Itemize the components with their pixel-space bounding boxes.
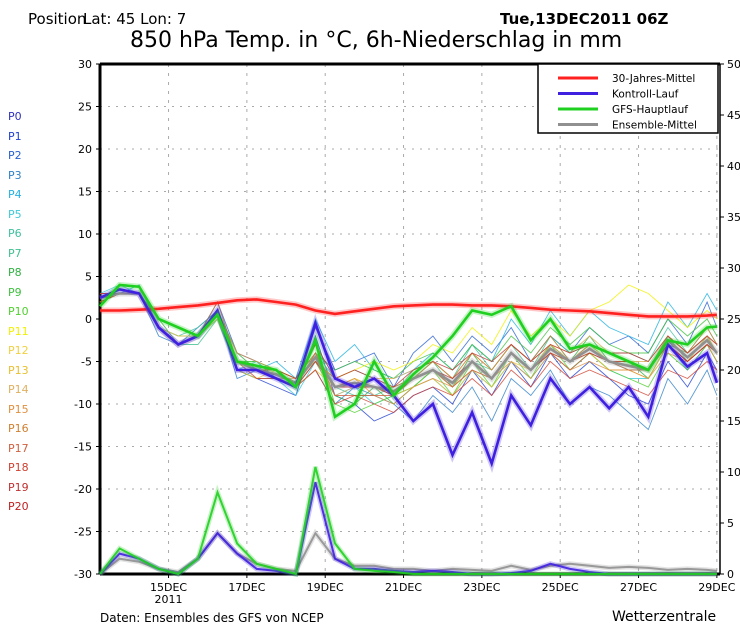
- member-label-p20: P20: [8, 500, 29, 513]
- x-tick-label: 19DEC: [307, 581, 344, 594]
- member-label-p16: P16: [8, 422, 29, 435]
- location-label: Lat: 45 Lon: 7: [83, 10, 187, 28]
- legend: 30-Jahres-Mittel Kontroll-Lauf GFS-Hauptla…: [537, 63, 719, 134]
- member-label-p9: P9: [8, 285, 22, 299]
- grid: [100, 64, 720, 574]
- member-label-p4: P4: [8, 188, 22, 201]
- member-label-p17: P17: [8, 441, 29, 455]
- y2-tick-label: 50: [727, 58, 740, 71]
- temp-line-2: [99, 283, 718, 419]
- y-tick-label: 10: [78, 228, 92, 241]
- x-tick-label: 21DEC: [385, 581, 422, 594]
- x-tick-label: 23DEC: [463, 581, 500, 594]
- y2-tick-label: 15: [727, 415, 740, 428]
- member-label-p1: P1: [8, 129, 22, 143]
- y-tick-label: -5: [81, 356, 92, 369]
- x-tick-label: 25DEC: [542, 581, 579, 594]
- member-label-p15: P15: [8, 402, 29, 416]
- member-label-p14: P14: [8, 383, 29, 396]
- y-tick-label: -10: [74, 398, 92, 411]
- y-tick-label: -25: [74, 526, 92, 539]
- x-tick-label: 15DEC: [150, 581, 187, 594]
- run-datetime: Tue,13DEC2011 06Z: [500, 10, 669, 28]
- precip-line-2: [99, 466, 717, 576]
- position-label: Position: [28, 10, 87, 28]
- x-tick-sublabel: 2011: [155, 593, 183, 606]
- member-label-p7: P7: [8, 246, 22, 260]
- y-tick-label: 15: [78, 186, 92, 199]
- chart-title: 850 hPa Temp. in °C, 6h-Niederschlag in …: [130, 28, 623, 53]
- legend-label: GFS-Hauptlauf: [612, 104, 688, 116]
- x-tick-label: 17DEC: [228, 581, 265, 594]
- main-lines: [97, 281, 720, 578]
- y2-tick-label: 10: [727, 466, 740, 479]
- y2-tick-label: 35: [727, 211, 740, 224]
- y-tick-label: 20: [78, 143, 92, 156]
- member-label-p13: P13: [8, 363, 29, 377]
- y2-tick-label: 30: [727, 262, 740, 275]
- x-tick-label: 29DEC: [698, 581, 735, 594]
- member-label-p2: P2: [8, 149, 22, 162]
- y-tick-label: -20: [74, 483, 92, 496]
- y2-tick-label: 5: [727, 517, 734, 530]
- data-source: Daten: Ensembles des GFS von NCEP: [100, 611, 324, 625]
- member-label-p6: P6: [8, 227, 22, 240]
- legend-label: Ensemble-Mittel: [612, 120, 697, 132]
- y2-tick-label: 20: [727, 364, 740, 377]
- y-tick-label: -30: [74, 568, 92, 581]
- member-label-p12: P12: [8, 344, 29, 357]
- member-label-p19: P19: [8, 480, 29, 494]
- member-label-p11: P11: [8, 324, 29, 338]
- member-label-p10: P10: [8, 305, 29, 318]
- member-label-p5: P5: [8, 207, 22, 221]
- y2-tick-label: 45: [727, 109, 740, 122]
- member-label-p0: P0: [8, 110, 22, 123]
- y2-tick-label: 40: [727, 160, 740, 173]
- y-tick-label: 0: [85, 313, 92, 326]
- y2-tick-label: 25: [727, 313, 740, 326]
- legend-label: 30-Jahres-Mittel: [612, 73, 695, 85]
- y-tick-label: 30: [78, 58, 92, 71]
- y-tick-label: -15: [74, 441, 92, 454]
- y2-tick-label: 0: [727, 568, 734, 581]
- y-tick-label: 5: [85, 271, 92, 284]
- precip-halo: [98, 466, 717, 578]
- legend-box: [537, 63, 719, 134]
- axes: 302520151050-5-10-15-20-25-3050454035302…: [74, 58, 740, 606]
- temp-line-0: [100, 298, 718, 318]
- legend-label: Kontroll-Lauf: [612, 89, 679, 101]
- brand-label: Wetterzentrale: [612, 609, 717, 625]
- member-label-p3: P3: [8, 168, 22, 182]
- member-label-p8: P8: [8, 266, 22, 279]
- member-label-p18: P18: [8, 461, 29, 474]
- x-tick-label: 27DEC: [620, 581, 657, 594]
- y-tick-label: 25: [78, 101, 92, 114]
